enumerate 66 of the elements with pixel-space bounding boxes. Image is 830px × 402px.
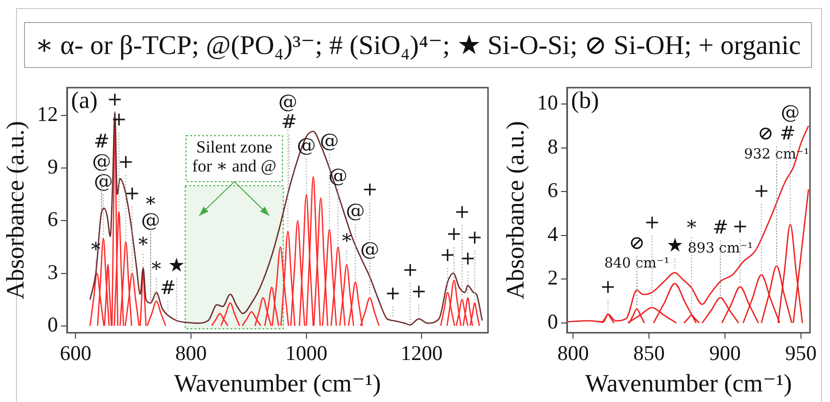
annotation: + <box>466 226 483 248</box>
annotation: + <box>644 211 660 234</box>
y-axis-title: Absorbance (a.u.) <box>502 120 530 300</box>
x-tick-label: 850 <box>633 340 665 365</box>
y-tick-label: 12 <box>37 102 58 126</box>
annotation: ★ <box>666 234 684 257</box>
x-tick-label: 900 <box>709 340 741 365</box>
y-tick-label: 10 <box>537 90 558 115</box>
x-tick-label: 1000 <box>285 340 328 365</box>
y-tick-label: 2 <box>548 266 558 290</box>
annotation: @ <box>141 209 160 232</box>
annotation: @ <box>94 170 113 192</box>
annotation: + <box>362 178 378 201</box>
annotation: ∗ <box>150 254 163 276</box>
annotation: @ <box>278 91 298 114</box>
x-tick-label: 950 <box>785 340 817 365</box>
y-tick-label: 6 <box>548 178 558 202</box>
annotation: @ <box>320 130 339 152</box>
annotation: + <box>753 180 770 202</box>
annotation: + <box>106 88 123 111</box>
annotation: @ <box>92 150 112 172</box>
annotation: ∗ <box>144 189 158 212</box>
annotation: # <box>160 277 176 300</box>
x-axis-title: Wavenumber (cm⁻¹) <box>174 370 381 398</box>
annotation: + <box>124 182 140 205</box>
annotation: + <box>402 258 418 281</box>
y-tick-label: 8 <box>548 134 558 158</box>
annotation: # <box>281 111 297 134</box>
y-tick-label: 6 <box>48 207 58 232</box>
annotation: @ <box>360 238 380 261</box>
annotation: (b) <box>571 88 599 114</box>
annotation: + <box>446 223 462 246</box>
annotation: + <box>454 201 470 224</box>
band-label: Silent zone for ∗ and @ <box>192 138 276 176</box>
annotation: ⊘ <box>628 232 645 254</box>
annotation: + <box>600 276 616 298</box>
x-tick-label: 800 <box>175 340 207 365</box>
annotation: # <box>94 130 110 152</box>
annotation: # <box>712 216 728 239</box>
x-tick-label: 1200 <box>400 340 443 365</box>
y-axis-title: Absorbance (a.u.) <box>2 120 30 300</box>
annotation: 840 cm⁻¹ <box>604 256 670 272</box>
y-tick-label: 4 <box>548 222 558 246</box>
annotation: @ <box>780 101 800 124</box>
annotation: ∗ <box>340 226 354 248</box>
x-tick-label: 600 <box>60 340 92 365</box>
annotation: ★ <box>168 254 186 276</box>
annotation: 893 cm⁻¹ <box>688 240 754 256</box>
y-tick-label: 3 <box>48 260 58 284</box>
annotation: + <box>384 282 401 304</box>
chart-title: ∗ α- or β-TCP; @(PO₄)³⁻; # (SiO₄)⁴⁻; ★ Si-O-Si; ⊘ Si-OH; + organic <box>24 22 812 68</box>
y-tick-label: 0 <box>548 309 558 334</box>
annotation: ∗ <box>136 230 150 252</box>
annotation: ⊘ # <box>758 122 796 145</box>
annotation: + <box>410 280 427 303</box>
y-tick-label: 0 <box>48 312 58 336</box>
annotation: + <box>732 216 748 238</box>
annotation: (a) <box>71 88 98 114</box>
x-tick-label: 800 <box>557 340 589 365</box>
annotation: ∗ <box>685 213 698 236</box>
annotation: + <box>440 244 456 266</box>
annotation: + <box>118 151 134 174</box>
x-axis-title: Wavenumber (cm⁻¹) <box>585 370 792 398</box>
annotation: + <box>460 247 476 270</box>
annotation: @ <box>346 200 365 222</box>
y-tick-label: 9 <box>48 154 58 179</box>
